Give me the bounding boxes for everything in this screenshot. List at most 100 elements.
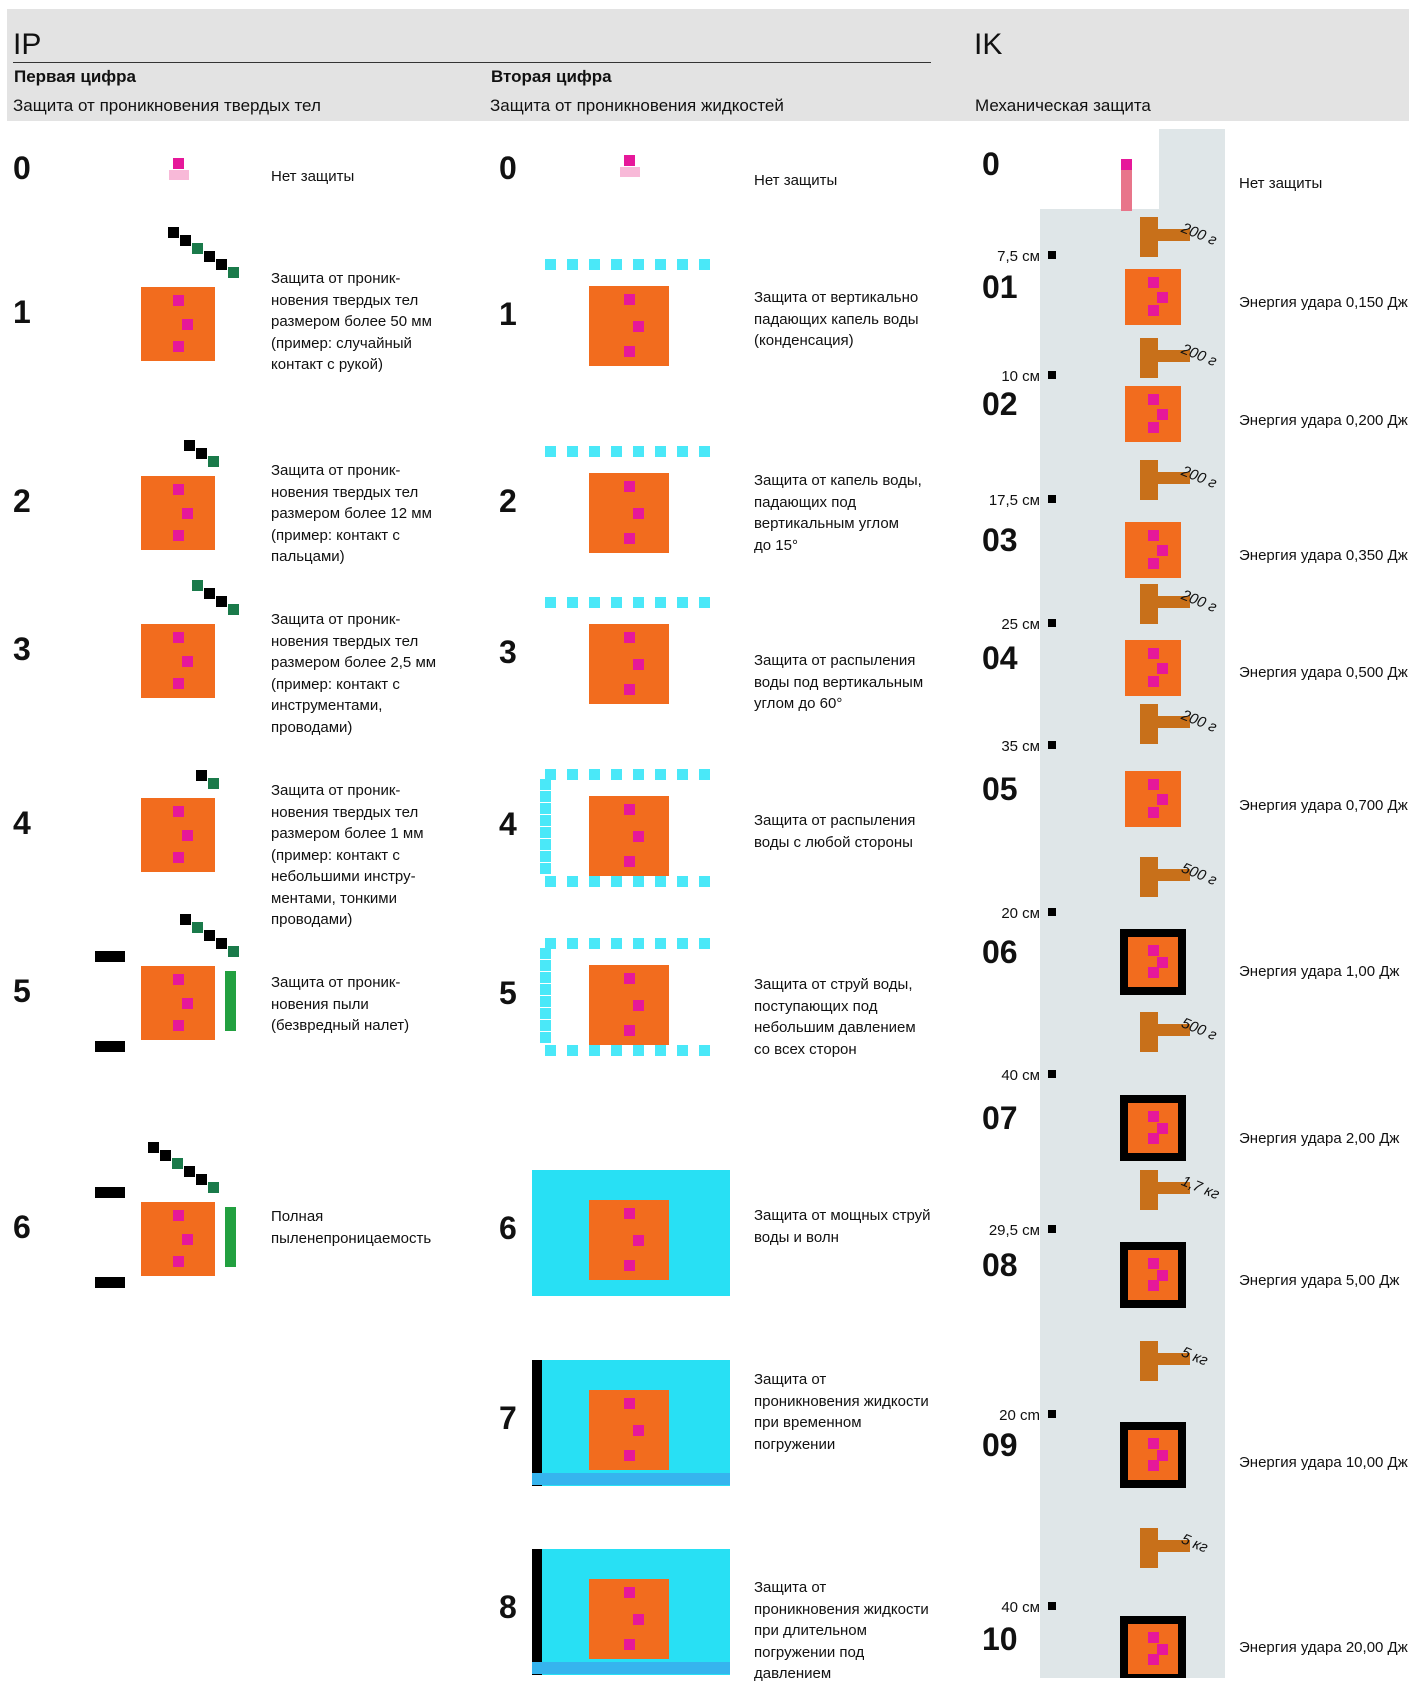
icon-pixel	[1157, 292, 1168, 303]
icon-pixel	[204, 930, 215, 941]
icon-pixel	[611, 938, 622, 949]
icon-pixel	[168, 227, 179, 238]
icon-pixel	[225, 971, 236, 1031]
icon-pixel	[1157, 409, 1168, 420]
icon-pixel	[567, 769, 578, 780]
icon-pixel	[1140, 338, 1158, 378]
icon-pixel	[1150, 869, 1190, 881]
icon-pixel	[204, 588, 215, 599]
icon-pixel	[540, 1008, 551, 1019]
code: 0	[13, 150, 31, 186]
description: Нет защиты	[271, 168, 355, 185]
description: Энергия удара 10,00 Дж	[1239, 1454, 1408, 1471]
icon-pixel	[624, 856, 635, 867]
description: Защита от проникновения жидкости при вре…	[754, 1371, 929, 1453]
description: Защита от распыления воды с любой сторон…	[754, 812, 916, 851]
icon-pixel	[677, 876, 688, 887]
icon-pixel	[1140, 584, 1158, 624]
description: Энергия удара 0,200 Дж	[1239, 412, 1408, 429]
icon-pixel	[633, 1614, 644, 1625]
icon-pixel	[1157, 663, 1168, 674]
header-band	[7, 9, 1409, 121]
drop-height: 20 cm	[999, 1407, 1040, 1424]
icon-pixel	[624, 973, 635, 984]
icon-pixel	[225, 1207, 236, 1267]
icon-pixel	[1140, 704, 1158, 744]
icon-pixel	[1150, 472, 1190, 484]
description: Нет защиты	[1239, 175, 1323, 192]
icon-pixel	[182, 319, 193, 330]
icon-pixel	[192, 580, 203, 591]
description: Защита от струй воды, поступающих под не…	[754, 976, 916, 1058]
icon-pixel	[1148, 558, 1159, 569]
icon-pixel	[589, 876, 600, 887]
icon-pixel	[1148, 1654, 1159, 1665]
icon-pixel	[540, 1020, 551, 1031]
icon-pixel	[1150, 716, 1190, 728]
icon-pixel	[1150, 596, 1190, 608]
icon-pixel	[95, 1277, 125, 1288]
icon-pixel	[192, 243, 203, 254]
icon-pixel	[532, 1662, 730, 1674]
icon-pixel	[633, 1235, 644, 1246]
icon-pixel	[540, 984, 551, 995]
icon-pixel	[1148, 1438, 1159, 1449]
icon-pixel	[633, 259, 644, 270]
icon-pixel	[633, 1000, 644, 1011]
icon-pixel	[1148, 779, 1159, 790]
icon-pixel	[228, 604, 239, 615]
code: 5	[13, 973, 31, 1009]
icon-pixel	[1157, 957, 1168, 968]
icon-pixel	[532, 1549, 542, 1675]
icon-pixel	[1148, 422, 1159, 433]
code: 1	[13, 294, 31, 330]
code: 04	[982, 640, 1018, 676]
icon-pixel	[204, 251, 215, 262]
icon-pixel	[633, 938, 644, 949]
icon-pixel	[173, 974, 184, 985]
icon-pixel	[1148, 1460, 1159, 1471]
icon-pixel	[173, 295, 184, 306]
icon-pixel	[160, 1150, 171, 1161]
icon-pixel	[699, 259, 710, 270]
icon-pixel	[1148, 807, 1159, 818]
icon-pixel	[589, 259, 600, 270]
code: 7	[499, 1400, 517, 1436]
icon-pixel	[545, 259, 556, 270]
description: Защита от проник- новения твердых тел ра…	[271, 462, 432, 565]
icon-pixel	[196, 1174, 207, 1185]
description: Энергия удара 0,350 Дж	[1239, 547, 1408, 564]
icon-pixel	[184, 1166, 195, 1177]
icon-pixel	[1148, 277, 1159, 288]
icon-pixel	[699, 876, 710, 887]
icon-pixel	[624, 155, 635, 166]
icon-pixel	[1148, 1258, 1159, 1269]
icon-pixel	[1148, 394, 1159, 405]
icon-pixel	[624, 481, 635, 492]
description: Защита от мощных струй воды и волн	[754, 1207, 931, 1246]
icon-pixel	[540, 791, 551, 802]
icon-pixel	[173, 1210, 184, 1221]
drop-height: 29,5 см	[988, 1222, 1040, 1239]
description: Защита от проникновения жидкости при дли…	[754, 1579, 929, 1682]
description: Энергия удара 0,500 Дж	[1239, 664, 1408, 681]
icon-pixel	[180, 914, 191, 925]
icon-pixel	[611, 259, 622, 270]
icon-pixel	[1121, 159, 1132, 170]
icon-pixel	[216, 259, 227, 270]
icon-pixel	[1128, 1624, 1178, 1674]
icon-pixel	[1150, 1540, 1190, 1552]
icon-pixel	[589, 938, 600, 949]
icon-pixel	[1150, 229, 1190, 241]
icon-pixel	[1148, 967, 1159, 978]
icon-pixel	[611, 876, 622, 887]
code: 06	[982, 934, 1018, 970]
icon-pixel	[1148, 1111, 1159, 1122]
icon-pixel	[540, 863, 551, 874]
icon-pixel	[532, 1473, 730, 1485]
icon-pixel	[532, 1360, 542, 1486]
icon-pixel	[173, 341, 184, 352]
code: 05	[982, 771, 1018, 807]
code: 2	[499, 483, 517, 519]
